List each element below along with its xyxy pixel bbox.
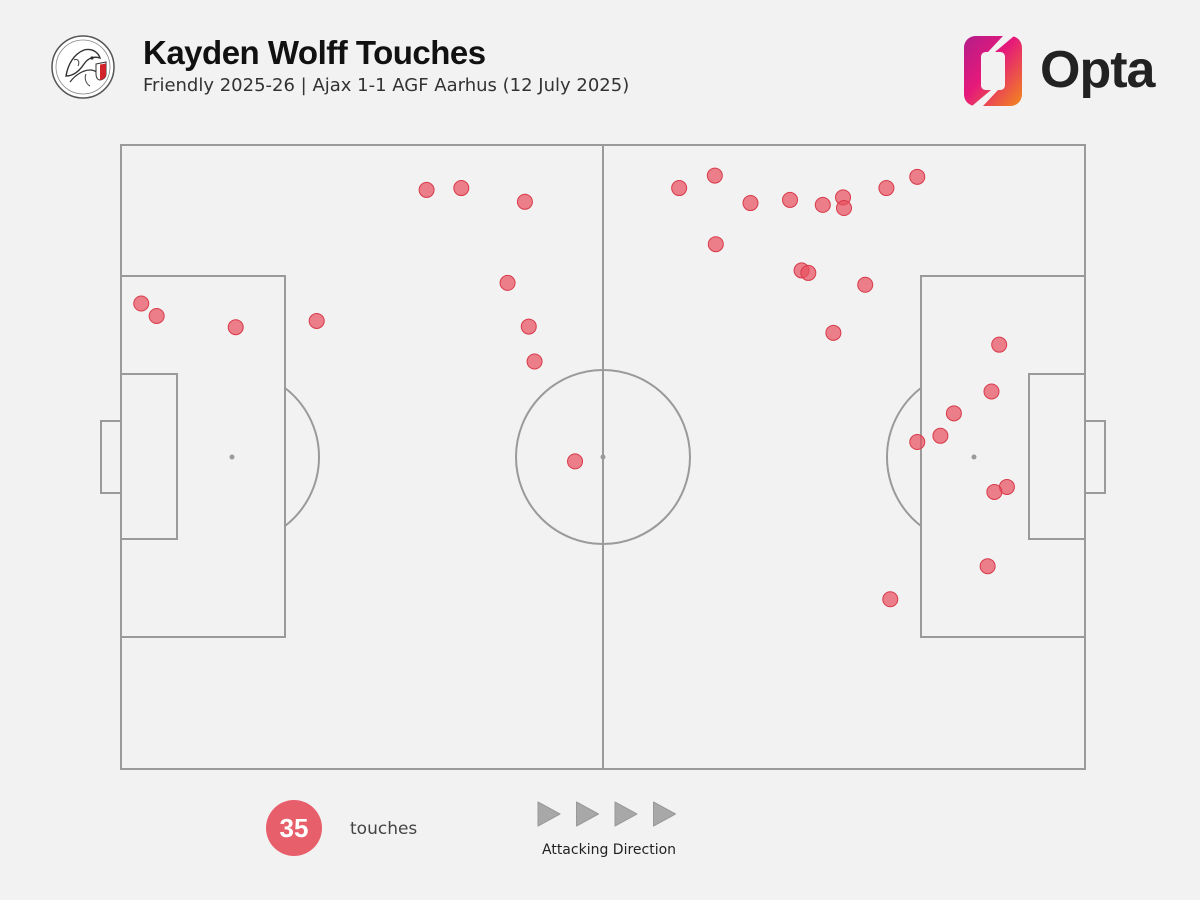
touch-point: [453, 180, 470, 197]
touch-point: [932, 427, 949, 444]
touch-point: [671, 180, 688, 197]
opta-wordmark: Opta: [1040, 41, 1155, 99]
touch-point: [814, 196, 831, 213]
touch-point: [227, 319, 244, 336]
touch-point: [782, 191, 799, 208]
touch-point: [945, 405, 962, 422]
left-penalty-arc: [284, 387, 320, 527]
page-title: Kayden Wolff Touches: [143, 34, 486, 71]
right-penalty-spot: [971, 454, 977, 460]
header: Kayden Wolff Touches Friendly 2025-26 | …: [0, 0, 1200, 130]
touch-point: [308, 312, 325, 329]
left-penalty-area: [120, 275, 286, 638]
page-subtitle: Friendly 2025-26 | Ajax 1-1 AGF Aarhus (…: [143, 75, 630, 96]
touch-point: [878, 180, 895, 197]
touch-point: [857, 276, 874, 293]
attacking-direction-label: Attacking Direction: [542, 842, 677, 858]
touch-point: [418, 181, 435, 198]
center-spot: [600, 454, 606, 460]
touch-point: [825, 324, 842, 341]
right-six-yard-box: [1028, 373, 1086, 540]
touch-point: [499, 274, 516, 291]
left-goal: [100, 420, 122, 494]
play-arrow-icon: [614, 801, 638, 827]
play-arrow-icon: [537, 801, 561, 827]
touch-count-badge: 35: [266, 800, 322, 856]
ajax-crest-icon: [51, 35, 115, 99]
touch-point: [979, 558, 996, 575]
touch-point: [909, 434, 926, 451]
touch-point: [706, 167, 723, 184]
touch-point: [567, 453, 584, 470]
left-penalty-spot: [229, 454, 235, 460]
attacking-direction-arrows: [537, 801, 676, 827]
play-arrow-icon: [653, 801, 676, 827]
touch-point: [742, 195, 759, 212]
play-arrow-icon: [576, 801, 599, 827]
touch-point: [991, 336, 1008, 353]
touch-point: [707, 236, 724, 253]
touch-point: [148, 307, 165, 324]
opta-brand: Opta: [962, 34, 1162, 110]
touch-point: [882, 591, 899, 608]
center-circle: [515, 369, 691, 545]
touch-point: [983, 383, 1000, 400]
touch-point: [526, 353, 543, 370]
right-goal: [1084, 420, 1106, 494]
touch-point: [836, 200, 852, 217]
right-penalty-area: [920, 275, 1086, 638]
touch-point: [986, 483, 1003, 500]
touch-point: [133, 295, 150, 312]
touch-point: [800, 264, 817, 281]
footer: 35 touches Attacking Direction: [0, 790, 1200, 900]
opta-logo-icon: [964, 36, 1022, 106]
touch-point: [909, 168, 926, 185]
touch-point: [516, 193, 533, 210]
touch-count-label: touches: [350, 819, 418, 839]
left-six-yard-box: [120, 373, 178, 540]
right-penalty-arc: [886, 387, 922, 527]
touch-points-layer: [133, 167, 1015, 608]
touch-point: [520, 318, 537, 335]
